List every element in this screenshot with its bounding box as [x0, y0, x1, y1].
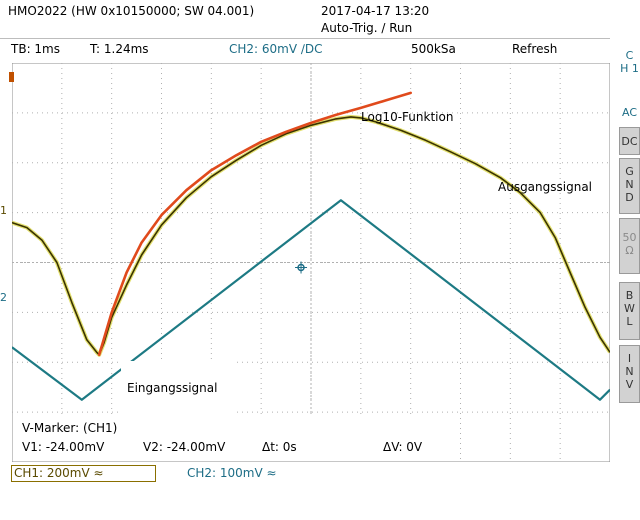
log10-annotation: Log10-Funktion: [361, 110, 454, 124]
device-info: HMO2022 (HW 0x10150000; SW 04.001): [8, 4, 255, 18]
side-menu-gnd[interactable]: G N D: [619, 158, 640, 214]
side-menu-ac-label: AC: [621, 106, 637, 119]
input-label-box: [121, 361, 234, 415]
ch1-settings-box[interactable]: [11, 465, 156, 482]
side-menu-dc[interactable]: DC: [619, 127, 640, 155]
datetime: 2017-04-17 13:20: [321, 4, 430, 18]
side-menu-inv[interactable]: I N V: [619, 345, 640, 403]
side-menu-bwl-label: B W L: [624, 289, 635, 328]
side-menu-ch1-label: C H 1: [620, 49, 639, 75]
side-menu-ac[interactable]: AC: [619, 100, 640, 124]
v2-value: V2: -24.00mV: [143, 440, 226, 454]
side-menu-inv-label: I N V: [625, 352, 634, 391]
grid: [12, 63, 610, 462]
ch1-level-marker[interactable]: 1: [0, 204, 7, 217]
waveform-display[interactable]: [12, 63, 610, 462]
delta-v-value: ΔV: 0V: [383, 440, 423, 454]
ch2-trigger-setting[interactable]: CH2: 60mV ∕DC: [229, 42, 323, 56]
v-marker-title: V-Marker: (CH1): [22, 421, 118, 435]
side-menu-bwl[interactable]: B W L: [619, 282, 640, 340]
ch2-level-marker[interactable]: 2: [0, 291, 7, 304]
sample-rate: 500kSa: [411, 42, 456, 56]
timebase[interactable]: TB: 1ms: [11, 42, 60, 56]
header-divider: [0, 38, 610, 39]
input-signal-annotation: Eingangssignal: [127, 381, 218, 395]
side-menu-50ohm[interactable]: 50 Ω: [619, 218, 640, 274]
delta-t-value: Δt: 0s: [262, 440, 297, 454]
log10-trace: [97, 91, 413, 357]
side-menu-50ohm-label: 50 Ω: [622, 231, 637, 257]
side-menu-ch1-title: C H 1: [619, 48, 640, 96]
trigger-time[interactable]: T: 1.24ms: [90, 42, 149, 56]
input-trace: [12, 199, 610, 401]
trigger-position-marker[interactable]: [9, 72, 14, 82]
v1-value: V1: -24.00mV: [22, 440, 105, 454]
output-trace: [12, 116, 610, 356]
ch1-setting[interactable]: CH1: 200mV ≈: [14, 466, 104, 480]
side-menu-gnd-label: G N D: [625, 165, 634, 204]
side-menu-dc-label: DC: [621, 135, 638, 148]
output-signal-annotation: Ausgangssignal: [498, 180, 593, 194]
trigger-mode: Auto-Trig. / Run: [321, 21, 413, 35]
ch2-setting[interactable]: CH2: 100mV ≈: [187, 466, 277, 480]
v-marker-box: [14, 415, 414, 461]
acquisition-mode[interactable]: Refresh: [512, 42, 558, 56]
